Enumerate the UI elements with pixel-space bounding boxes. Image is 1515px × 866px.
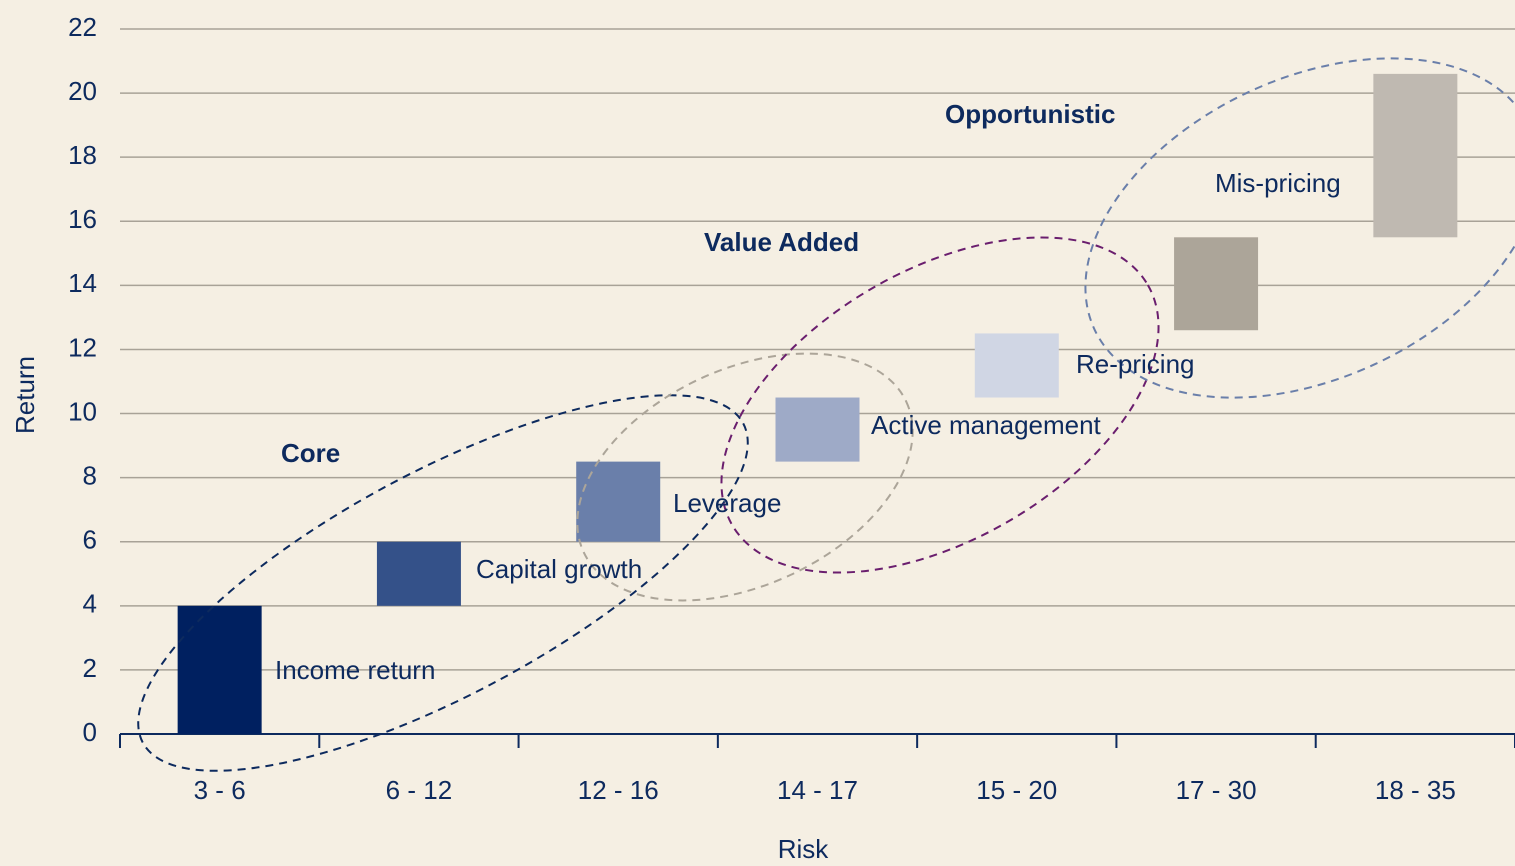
- annotation: Income return: [275, 655, 435, 685]
- y-tick-label: 10: [68, 396, 97, 426]
- x-tick-label: 14 - 17: [777, 775, 858, 805]
- y-tick-label: 20: [68, 76, 97, 106]
- bar: [974, 333, 1059, 398]
- leverage-ellipse: [576, 352, 914, 602]
- y-tick-label: 2: [83, 653, 97, 683]
- x-tick-label: 15 - 20: [976, 775, 1057, 805]
- bar: [1373, 73, 1458, 238]
- annotation: Value Added: [704, 227, 859, 257]
- x-tick-label: 17 - 30: [1176, 775, 1257, 805]
- annotation: Re-pricing: [1076, 349, 1195, 379]
- x-tick-label: 6 - 12: [386, 775, 453, 805]
- y-tick-label: 22: [68, 12, 97, 42]
- x-tick-label: 3 - 6: [194, 775, 246, 805]
- annotation: Mis-pricing: [1215, 168, 1341, 198]
- y-tick-label: 8: [83, 461, 97, 491]
- annotation: Capital growth: [476, 554, 642, 584]
- annotation: Core: [281, 438, 340, 468]
- y-tick-label: 14: [68, 268, 97, 298]
- core-ellipse: [137, 394, 749, 772]
- bar: [576, 461, 661, 542]
- opportunistic-ellipse: [1084, 57, 1515, 399]
- annotation: Active management: [871, 410, 1102, 440]
- x-axis-label: Risk: [778, 834, 830, 864]
- group-ellipses: [137, 57, 1515, 772]
- value-added-ellipse: [720, 236, 1160, 574]
- x-tick-label: 18 - 35: [1375, 775, 1456, 805]
- bar: [376, 541, 461, 606]
- y-tick-label: 4: [83, 589, 97, 619]
- bar: [177, 605, 262, 734]
- y-axis-label: Return: [10, 356, 40, 434]
- bar: [775, 397, 860, 462]
- x-tick-label: 12 - 16: [578, 775, 659, 805]
- y-tick-label: 6: [83, 525, 97, 555]
- annotation: Opportunistic: [945, 99, 1115, 129]
- y-tick-label: 12: [68, 332, 97, 362]
- y-tick-label: 0: [83, 717, 97, 747]
- annotation: Leverage: [673, 488, 781, 518]
- y-tick-label: 18: [68, 140, 97, 170]
- bar: [1174, 237, 1259, 331]
- y-tick-label: 16: [68, 204, 97, 234]
